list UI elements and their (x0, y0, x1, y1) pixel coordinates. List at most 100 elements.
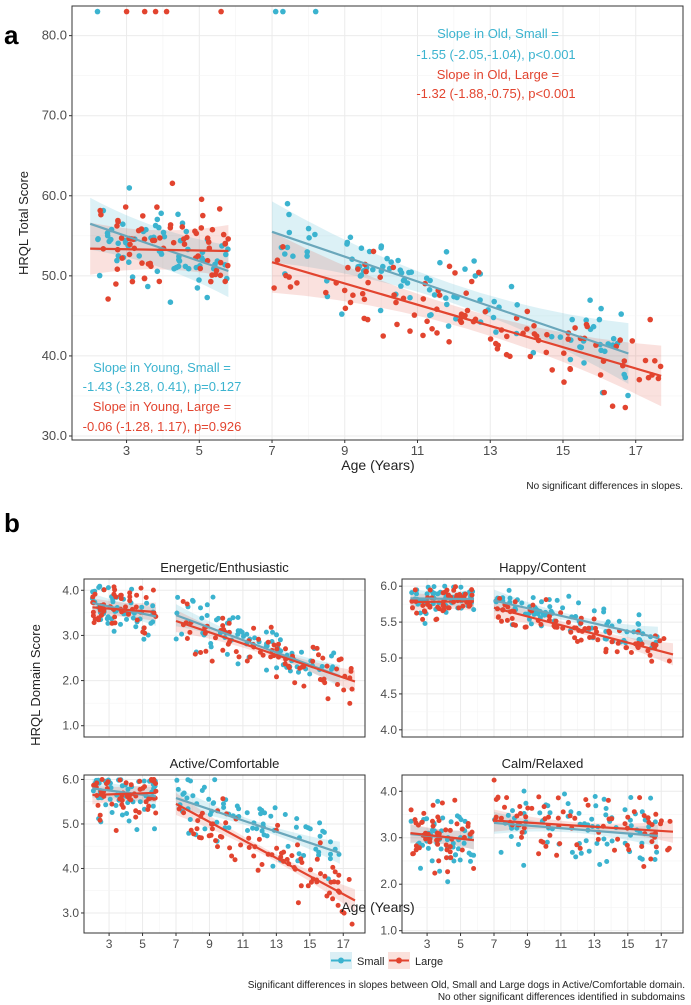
data-point-large (317, 677, 323, 682)
data-point-small (304, 253, 310, 259)
data-point-small (328, 851, 333, 857)
data-point-large (647, 652, 653, 658)
data-point-large (316, 652, 321, 658)
data-point-small (115, 240, 121, 247)
data-point-small (442, 583, 448, 589)
data-point-large (127, 594, 133, 600)
data-point-small (196, 277, 202, 283)
data-point-small (268, 813, 274, 819)
data-point-large (227, 845, 233, 851)
data-point-large (271, 285, 277, 291)
data-point-large (467, 831, 473, 837)
data-point-small (535, 611, 541, 617)
data-point-large (305, 883, 311, 889)
data-point-small (431, 590, 437, 596)
data-point-large (621, 358, 628, 364)
data-point-small (148, 620, 154, 626)
data-point-large (436, 292, 443, 299)
data-point-large (447, 827, 453, 833)
data-point-large (361, 296, 368, 303)
data-point-large (655, 375, 662, 382)
data-point-large (226, 620, 232, 626)
data-point-small (594, 841, 600, 846)
data-point-large (347, 299, 354, 306)
facet-title: Happy/Content (499, 560, 586, 575)
data-point-large (225, 262, 231, 269)
data-point-large (566, 619, 571, 625)
facet-points (89, 583, 355, 706)
data-point-large (393, 299, 399, 306)
data-point-small (400, 277, 407, 284)
data-point-large (565, 336, 571, 342)
fit-line-small-old (175, 614, 341, 678)
fit-line-small-young (410, 597, 474, 601)
data-point-large (276, 641, 281, 647)
data-point-small (648, 795, 654, 801)
annotation-old-small-value: -1.55 (-2.05,-1.04), p<0.001 (416, 47, 575, 62)
data-point-large (667, 818, 673, 824)
data-point-small-ceiling (272, 8, 279, 15)
data-point-large (330, 896, 336, 902)
data-point-large (444, 855, 449, 861)
data-point-large (181, 810, 187, 816)
data-point-large (519, 830, 525, 835)
data-point-large (310, 644, 316, 650)
data-point-small (591, 608, 597, 614)
data-point-large (251, 625, 257, 631)
data-point-large (427, 836, 433, 842)
data-point-large (314, 856, 320, 862)
data-point-small (224, 651, 230, 657)
data-point-large (519, 834, 524, 840)
x-tick-label: 17 (655, 937, 669, 951)
data-point-small (498, 849, 504, 855)
data-point-large (301, 683, 307, 689)
data-point-small (261, 832, 267, 838)
panel-b-facets: Energetic/Enthusiastic1.02.03.04.0Happy/… (62, 560, 684, 951)
data-point-large (415, 822, 421, 828)
data-point-large (212, 271, 219, 278)
data-point-large (322, 680, 328, 686)
data-point-large (192, 651, 198, 657)
data-point-large (322, 873, 328, 879)
data-point-large (215, 844, 220, 850)
data-point-large (324, 663, 330, 669)
data-point-small (471, 258, 477, 264)
data-point-large (176, 806, 182, 812)
data-point-small (586, 848, 592, 854)
panel-a-border (71, 5, 684, 441)
data-point-large (420, 332, 426, 339)
fit-line-large-old (493, 819, 674, 833)
data-point-small (458, 817, 464, 823)
data-point-large (413, 847, 419, 853)
data-point-small (204, 613, 210, 618)
y-tick-label: 5.0 (380, 651, 397, 665)
data-point-large (133, 604, 139, 610)
data-point-large (233, 649, 239, 655)
data-point-small (272, 805, 278, 811)
y-tick-label: 2.0 (380, 877, 397, 891)
x-tick-label: 5 (139, 937, 146, 951)
data-point-small (133, 624, 139, 630)
x-tick-label: 15 (621, 937, 635, 951)
data-point-large (452, 270, 458, 276)
panel-b-tag: b (4, 508, 20, 538)
data-point-large (641, 864, 647, 869)
data-point-large (209, 658, 215, 664)
annotation-young-small-value: -1.43 (-3.28, 0.41), p=0.127 (83, 379, 242, 394)
data-point-large (522, 624, 528, 630)
data-point-large (335, 682, 340, 687)
data-point-small (506, 587, 512, 593)
data-point-large (349, 921, 355, 927)
data-point-small (317, 833, 323, 839)
data-point-small (206, 796, 212, 802)
fit-line-large-young (92, 791, 156, 797)
data-point-large (118, 592, 124, 598)
x-tick-label: 9 (206, 937, 213, 951)
data-point-large (217, 834, 223, 839)
data-point-small (547, 810, 553, 816)
data-point-small (445, 323, 452, 329)
panel-a-footnote: No significant differences in slopes. (526, 481, 683, 492)
data-point-large (666, 658, 672, 664)
data-point-large (126, 611, 131, 617)
data-point-large (284, 857, 290, 862)
